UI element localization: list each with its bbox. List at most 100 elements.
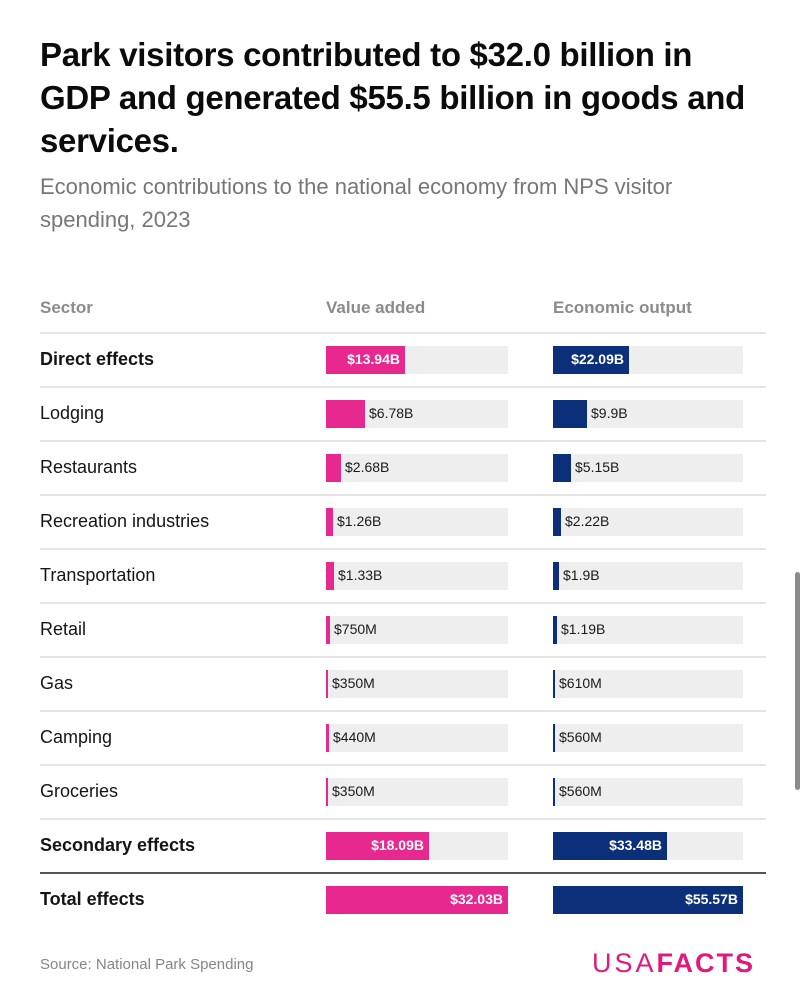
table-row: Transportation $1.33B $1.9B <box>40 550 766 604</box>
value-added-bar <box>326 616 330 644</box>
table-row: Recreation industries $1.26B $2.22B <box>40 496 766 550</box>
table-header: Sector Value added Economic output <box>40 286 766 334</box>
sector-label: Lodging <box>40 403 105 423</box>
logo-facts: FACTS <box>656 948 756 978</box>
economic-output-track: $5.15B <box>553 454 743 482</box>
value-added-track: $2.68B <box>326 454 508 482</box>
value-added-track: $750M <box>326 616 508 644</box>
sector-label: Camping <box>40 727 113 747</box>
usafacts-logo: USAFACTS <box>592 948 755 979</box>
value-added-value-label: $6.78B <box>369 405 414 421</box>
chart-subtitle: Economic contributions to the national e… <box>40 174 673 232</box>
economic-output-value-label: $1.19B <box>561 621 606 637</box>
value-added-bar <box>326 562 334 590</box>
value-added-bar <box>326 886 508 914</box>
economic-output-bar <box>553 670 555 698</box>
table-body: Direct effects $13.94B $22.09B Lodging $6.78… <box>40 334 766 926</box>
economic-output-bar <box>553 832 667 860</box>
table-row: Retail $750M $1.19B <box>40 604 766 658</box>
sector-label: Direct effects <box>40 349 155 369</box>
economic-output-track: $610M <box>553 670 743 698</box>
value-added-bar <box>326 670 328 698</box>
economic-output-track: $33.48B <box>553 832 743 860</box>
value-added-value-label: $13.94B <box>347 351 400 367</box>
value-added-value-label: $350M <box>332 675 375 691</box>
value-added-track: $350M <box>326 670 508 698</box>
economic-output-bar <box>553 616 557 644</box>
value-added-track: $1.33B <box>326 562 508 590</box>
economic-output-track: $9.9B <box>553 400 743 428</box>
column-header-economic-output: Economic output <box>553 298 692 317</box>
sector-label: Restaurants <box>40 457 138 477</box>
economic-output-bar <box>553 400 587 428</box>
sector-label: Gas <box>40 673 74 693</box>
economic-output-bar <box>553 562 559 590</box>
economic-output-value-label: $9.9B <box>591 405 628 421</box>
value-added-bar <box>326 454 341 482</box>
value-added-bar <box>326 508 333 536</box>
economic-output-bar <box>553 346 629 374</box>
sector-label: Groceries <box>40 781 119 801</box>
value-added-track: $18.09B <box>326 832 508 860</box>
economic-output-value-label: $5.15B <box>575 459 620 475</box>
value-added-value-label: $350M <box>332 783 375 799</box>
economic-output-track: $55.57B <box>553 886 743 914</box>
table-row: Gas $350M $610M <box>40 658 766 712</box>
economic-output-value-label: $1.9B <box>563 567 600 583</box>
table-row: Groceries $350M $560M <box>40 766 766 820</box>
economic-output-bar <box>553 778 555 806</box>
value-added-track: $440M <box>326 724 508 752</box>
value-added-value-label: $32.03B <box>450 891 503 907</box>
economic-output-bar <box>553 886 743 914</box>
value-added-value-label: $1.33B <box>338 567 383 583</box>
sector-label: Secondary effects <box>40 835 196 855</box>
column-header-sector: Sector <box>40 298 93 317</box>
value-added-bar <box>326 346 405 374</box>
sector-label: Retail <box>40 619 87 639</box>
economic-output-bar <box>553 724 555 752</box>
economic-output-value-label: $2.22B <box>565 513 610 529</box>
value-added-bar <box>326 778 328 806</box>
economic-output-bar <box>553 508 561 536</box>
sector-label: Transportation <box>40 565 156 585</box>
scrollbar[interactable] <box>795 572 800 790</box>
table-row: Camping $440M $560M <box>40 712 766 766</box>
economic-output-track: $1.19B <box>553 616 743 644</box>
table-row: Lodging $6.78B $9.9B <box>40 388 766 442</box>
economic-output-value-label: $22.09B <box>571 351 624 367</box>
value-added-value-label: $440M <box>333 729 376 745</box>
economic-output-value-label: $610M <box>559 675 602 691</box>
value-added-value-label: $2.68B <box>345 459 390 475</box>
economic-output-value-label: $33.48B <box>609 837 662 853</box>
economic-output-track: $2.22B <box>553 508 743 536</box>
economic-output-value-label: $560M <box>559 783 602 799</box>
value-added-bar <box>326 400 365 428</box>
economic-output-bar <box>553 454 571 482</box>
value-added-value-label: $18.09B <box>371 837 424 853</box>
logo-usa: USA <box>592 948 657 978</box>
sector-label: Total effects <box>40 889 145 909</box>
table-row: Total effects $32.03B $55.57B <box>40 874 766 926</box>
value-added-track: $13.94B <box>326 346 508 374</box>
value-added-track: $1.26B <box>326 508 508 536</box>
economic-output-track: $1.9B <box>553 562 743 590</box>
column-header-value-added: Value added <box>326 298 426 317</box>
sector-label: Recreation industries <box>40 511 210 531</box>
source-note: Source: National Park Spending <box>40 956 254 973</box>
data-table: Sector Value added Economic output Direc… <box>40 286 766 926</box>
value-added-track: $32.03B <box>326 886 508 914</box>
value-added-bar <box>326 832 429 860</box>
value-added-value-label: $1.26B <box>337 513 382 529</box>
value-added-value-label: $750M <box>334 621 377 637</box>
economic-output-track: $560M <box>553 724 743 752</box>
value-added-track: $6.78B <box>326 400 508 428</box>
table-row: Direct effects $13.94B $22.09B <box>40 334 766 388</box>
economic-output-value-label: $55.57B <box>685 891 738 907</box>
economic-output-value-label: $560M <box>559 729 602 745</box>
economic-output-track: $22.09B <box>553 346 743 374</box>
economic-output-track: $560M <box>553 778 743 806</box>
value-added-bar <box>326 724 329 752</box>
table-row: Restaurants $2.68B $5.15B <box>40 442 766 496</box>
table-row: Secondary effects $18.09B $33.48B <box>40 820 766 874</box>
chart-title: Park visitors contributed to $32.0 billi… <box>40 36 745 159</box>
